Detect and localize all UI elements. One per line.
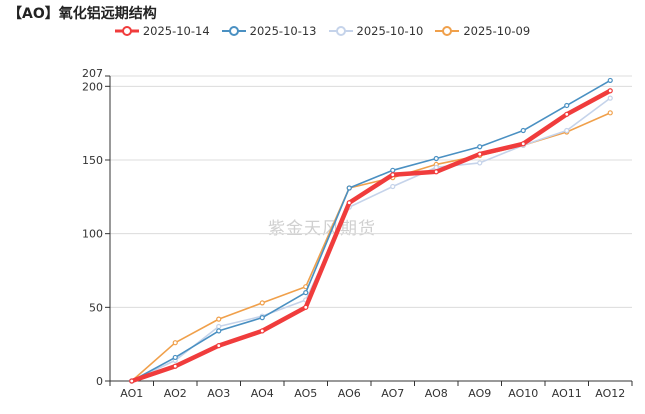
data-point-2025-10-13 <box>303 289 309 296</box>
y-tick-label: 0 <box>96 375 103 388</box>
data-point-2025-10-14 <box>607 88 613 94</box>
legend-swatch <box>114 26 139 36</box>
data-point-2025-10-09 <box>259 300 265 306</box>
legend-marker <box>335 26 346 36</box>
data-point-2025-10-13 <box>216 328 222 334</box>
series-line-2025-10-14 <box>129 88 613 384</box>
data-point-2025-10-09 <box>216 316 222 322</box>
data-point-2025-10-13 <box>477 144 483 150</box>
data-point-2025-10-14 <box>390 172 396 178</box>
legend: 2025-10-14 2025-10-13 2025-10-10 2025-10-09 <box>0 24 645 38</box>
data-point-2025-10-14 <box>346 200 352 206</box>
y-tick-label: 207 <box>82 67 103 80</box>
legend-marker <box>228 26 239 36</box>
x-tick-label: AO1 <box>120 387 143 400</box>
data-point-2025-10-10 <box>477 160 483 166</box>
data-point-2025-10-09 <box>172 340 178 346</box>
data-point-2025-10-13 <box>607 77 613 84</box>
data-point-2025-10-13 <box>259 315 265 321</box>
data-point-2025-10-14 <box>520 141 526 147</box>
x-tick-label: AO8 <box>425 387 448 400</box>
legend-swatch <box>328 26 353 36</box>
x-tick-label: AO9 <box>468 387 491 400</box>
data-point-2025-10-13 <box>433 155 439 162</box>
legend-item[interactable]: 2025-10-13 <box>221 24 317 38</box>
x-tick-label: AO4 <box>251 387 274 400</box>
data-point-2025-10-10 <box>216 323 222 330</box>
data-point-2025-10-13 <box>520 127 526 134</box>
data-point-2025-10-14 <box>303 304 309 310</box>
data-point-2025-10-13 <box>390 167 396 173</box>
y-tick-label: 200 <box>82 80 103 93</box>
data-point-2025-10-13 <box>564 102 570 109</box>
data-point-2025-10-14 <box>129 378 135 384</box>
data-point-2025-10-14 <box>259 328 265 334</box>
x-tick-label: AO3 <box>207 387 230 400</box>
legend-item[interactable]: 2025-10-14 <box>114 24 210 38</box>
data-point-2025-10-10 <box>564 127 570 134</box>
y-tick-label: 50 <box>89 301 103 314</box>
x-tick-label: AO12 <box>595 387 625 400</box>
legend-label: 2025-10-10 <box>356 24 424 38</box>
data-point-2025-10-10 <box>607 95 613 101</box>
y-tick-label: 100 <box>82 228 103 241</box>
data-point-2025-10-14 <box>172 363 178 369</box>
data-point-2025-10-14 <box>477 151 483 157</box>
data-point-2025-10-09 <box>607 110 613 116</box>
data-point-2025-10-13 <box>346 185 352 191</box>
legend-swatch <box>435 26 460 36</box>
chart-title: 【AO】氧化铝远期结构 <box>8 6 157 22</box>
x-tick-label: AO7 <box>381 387 404 400</box>
legend-marker <box>121 26 132 36</box>
legend-marker <box>442 26 453 36</box>
legend-item[interactable]: 2025-10-09 <box>435 24 530 38</box>
legend-item[interactable]: 2025-10-10 <box>328 24 424 38</box>
legend-label: 2025-10-09 <box>463 24 531 38</box>
x-tick-label: AO11 <box>552 387 582 400</box>
data-point-2025-10-13 <box>172 354 178 361</box>
x-tick-label: AO6 <box>338 387 361 400</box>
y-tick-label: 150 <box>82 154 103 167</box>
legend-swatch <box>221 26 246 36</box>
series-line-2025-10-10 <box>130 97 612 382</box>
x-tick-label: AO5 <box>294 387 317 400</box>
data-point-2025-10-14 <box>216 343 222 349</box>
x-tick-label: AO2 <box>164 387 187 400</box>
data-point-2025-10-10 <box>433 164 439 170</box>
data-point-2025-10-14 <box>564 111 570 117</box>
x-tick-label: AO10 <box>508 387 538 400</box>
data-point-2025-10-14 <box>433 169 439 175</box>
data-point-2025-10-10 <box>390 183 396 190</box>
legend-label: 2025-10-13 <box>249 24 317 38</box>
series-line-2025-10-13 <box>130 79 612 382</box>
legend-label: 2025-10-14 <box>142 24 210 38</box>
